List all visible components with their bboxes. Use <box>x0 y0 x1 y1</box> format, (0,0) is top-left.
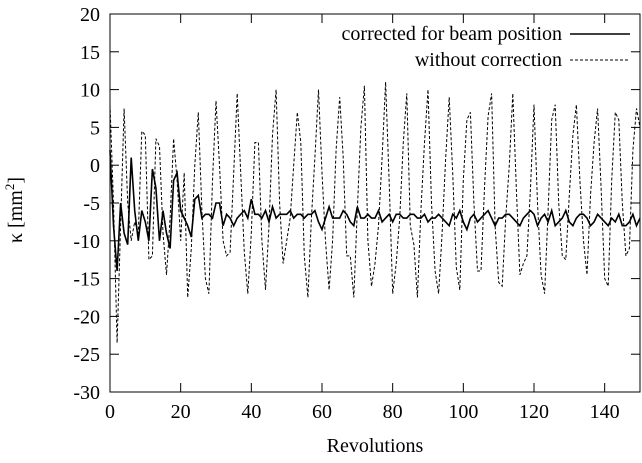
y-axis-title-close: ] <box>5 177 27 184</box>
y-tick-label: -5 <box>83 193 100 215</box>
x-tick-label: 140 <box>590 401 620 423</box>
y-tick-label: -30 <box>73 382 100 404</box>
legend-label-corrected: corrected for beam position <box>342 23 562 45</box>
y-tick-label: 10 <box>80 80 100 102</box>
y-axis-title-superscript: 2 <box>2 184 17 191</box>
y-tick-label: 15 <box>80 42 100 64</box>
y-tick-label: -10 <box>73 231 100 253</box>
x-axis-title: Revolutions <box>327 435 424 457</box>
series-line-corrected <box>109 150 641 272</box>
legend: corrected for beam position without corr… <box>342 23 630 71</box>
axis-ticks <box>109 13 640 393</box>
x-tick-label: 100 <box>448 401 478 423</box>
y-tick-label: 5 <box>90 117 100 139</box>
x-tick-label: 0 <box>105 401 115 423</box>
y-axis-title-main: κ [mm <box>5 190 27 243</box>
tick-labels: 0 20 40 60 80 100 120 140 -30 -25 -20 -15 -10 -5 0 5 10 1… <box>73 4 619 423</box>
x-tick-label: 80 <box>383 401 403 423</box>
x-tick-label: 20 <box>171 401 191 423</box>
y-tick-label: -25 <box>73 344 100 366</box>
legend-label-without: without correction <box>415 49 562 71</box>
y-tick-label: 0 <box>90 155 100 177</box>
y-tick-label: -20 <box>73 306 100 328</box>
y-tick-label: 20 <box>80 4 100 26</box>
x-tick-label: 120 <box>519 401 549 423</box>
series-line-without-correction <box>109 81 641 343</box>
y-tick-label: -15 <box>73 269 100 291</box>
y-axis-title: κ [mm2] <box>2 177 27 243</box>
series-lines <box>109 81 641 343</box>
x-tick-label: 40 <box>241 401 261 423</box>
x-tick-label: 60 <box>312 401 332 423</box>
